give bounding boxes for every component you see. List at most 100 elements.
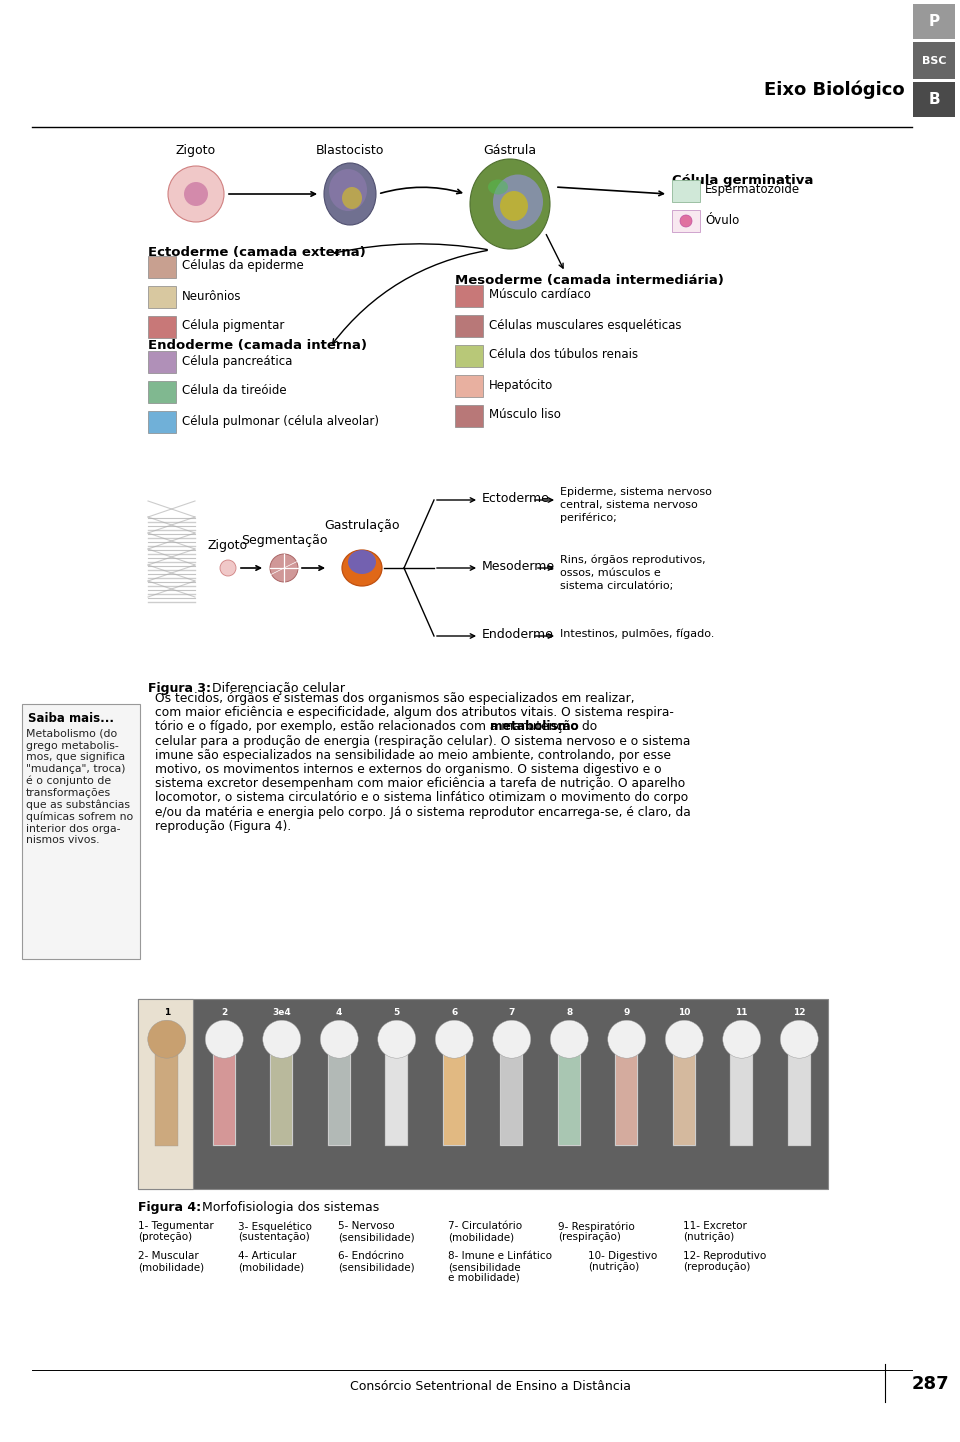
Bar: [455, 314, 483, 337]
Bar: [455, 375, 483, 397]
Circle shape: [263, 1019, 300, 1058]
Text: Célula dos túbulos renais: Célula dos túbulos renais: [489, 349, 638, 362]
Circle shape: [723, 1019, 760, 1058]
Text: 1- Tegumentar: 1- Tegumentar: [138, 1221, 214, 1231]
Text: 5: 5: [394, 1008, 400, 1017]
Bar: [22, 704, 140, 959]
Ellipse shape: [493, 174, 543, 229]
Text: Célula pancreática: Célula pancreática: [182, 355, 293, 368]
Ellipse shape: [329, 169, 367, 211]
Bar: [328, 1053, 350, 1145]
Text: 6- Endócrino: 6- Endócrino: [338, 1252, 404, 1260]
Bar: [558, 1053, 581, 1145]
Text: (nutrição): (nutrição): [588, 1262, 639, 1272]
Bar: [148, 257, 176, 278]
Bar: [455, 286, 483, 307]
Text: tório e o fígado, por exemplo, estão relacionados com a manutenção do: tório e o fígado, por exemplo, estão rel…: [155, 721, 601, 734]
Text: 6: 6: [451, 1008, 457, 1017]
Text: (proteção): (proteção): [138, 1231, 192, 1242]
Bar: [616, 1054, 637, 1145]
Bar: [788, 1053, 810, 1145]
Bar: [673, 1053, 696, 1145]
Text: 9: 9: [624, 1008, 630, 1017]
Text: Ectoderme: Ectoderme: [482, 492, 550, 505]
Text: (respiração): (respiração): [558, 1231, 621, 1242]
Bar: [789, 1054, 809, 1145]
Text: sistema circulatório;: sistema circulatório;: [560, 581, 673, 591]
Text: Diferenciação celular: Diferenciação celular: [208, 682, 345, 695]
Circle shape: [205, 1019, 243, 1058]
Bar: [272, 1054, 292, 1145]
Text: 7: 7: [509, 1008, 515, 1017]
Bar: [138, 999, 193, 1190]
Text: 11- Excretor: 11- Excretor: [683, 1221, 747, 1231]
Bar: [501, 1054, 522, 1145]
Circle shape: [148, 1019, 185, 1058]
Text: 10: 10: [678, 1008, 690, 1017]
Text: (reprodução): (reprodução): [683, 1262, 751, 1272]
Bar: [148, 286, 176, 309]
Text: 3- Esquelético: 3- Esquelético: [238, 1221, 312, 1231]
Text: (mobilidade): (mobilidade): [448, 1231, 515, 1242]
Text: e/ou da matéria e energia pelo corpo. Já o sistema reprodutor encarrega-se, é cl: e/ou da matéria e energia pelo corpo. Já…: [155, 806, 691, 819]
Bar: [444, 1054, 465, 1145]
Bar: [500, 1053, 523, 1145]
Circle shape: [270, 554, 298, 583]
Circle shape: [184, 182, 208, 206]
Bar: [674, 1054, 695, 1145]
Bar: [913, 42, 955, 79]
Text: Músculo liso: Músculo liso: [489, 408, 561, 421]
Text: 7- Circulatório: 7- Circulatório: [448, 1221, 522, 1231]
Circle shape: [168, 166, 224, 222]
Ellipse shape: [488, 179, 508, 195]
Text: Metabolismo (do
grego metabolis-
mos, que significa
"mudança", troca)
é o conjun: Metabolismo (do grego metabolis- mos, qu…: [26, 730, 133, 845]
Bar: [213, 1053, 235, 1145]
Text: 11: 11: [735, 1008, 748, 1017]
Text: 12: 12: [793, 1008, 805, 1017]
Bar: [615, 1053, 638, 1145]
Bar: [913, 4, 955, 39]
Text: BSC: BSC: [922, 55, 947, 65]
Bar: [214, 1054, 234, 1145]
Text: 287: 287: [911, 1376, 948, 1393]
Circle shape: [680, 215, 692, 226]
Bar: [455, 405, 483, 427]
Text: 2: 2: [221, 1008, 228, 1017]
Circle shape: [492, 1019, 531, 1058]
Text: Endoderme: Endoderme: [482, 627, 554, 640]
Bar: [156, 1053, 179, 1145]
Bar: [443, 1053, 466, 1145]
Text: imune são especializados na sensibilidade ao meio ambiente, controlando, por ess: imune são especializados na sensibilidad…: [155, 748, 671, 761]
Text: motivo, os movimentos internos e externos do organismo. O sistema digestivo e o: motivo, os movimentos internos e externo…: [155, 763, 661, 776]
Text: 5- Nervoso: 5- Nervoso: [338, 1221, 395, 1231]
Circle shape: [665, 1019, 704, 1058]
Bar: [138, 999, 828, 1190]
Text: (sustentação): (sustentação): [238, 1231, 310, 1242]
Text: 2- Muscular: 2- Muscular: [138, 1252, 199, 1260]
Text: metabolismo: metabolismo: [490, 721, 578, 734]
Text: Figura 3:: Figura 3:: [148, 682, 211, 695]
Bar: [148, 381, 176, 402]
Text: Saiba mais...: Saiba mais...: [28, 712, 114, 725]
Ellipse shape: [342, 549, 382, 585]
Text: 4- Articular: 4- Articular: [238, 1252, 297, 1260]
Text: sistema excretor desempenham com maior eficiência a tarefa de nutrição. O aparel: sistema excretor desempenham com maior e…: [155, 777, 685, 790]
Text: Morfofisiologia dos sistemas: Morfofisiologia dos sistemas: [198, 1201, 379, 1214]
Text: Músculo cardíaco: Músculo cardíaco: [489, 288, 590, 301]
Bar: [329, 1054, 349, 1145]
Text: Blastocisto: Blastocisto: [316, 144, 384, 157]
Text: periférico;: periférico;: [560, 513, 616, 523]
Text: Mesoderme (camada intermediária): Mesoderme (camada intermediária): [455, 274, 724, 287]
Text: (mobilidade): (mobilidade): [138, 1262, 204, 1272]
Text: 8: 8: [566, 1008, 572, 1017]
Bar: [148, 350, 176, 373]
Text: (nutrição): (nutrição): [683, 1231, 734, 1242]
Text: B: B: [928, 92, 940, 107]
Text: Gastrulação: Gastrulação: [324, 519, 399, 532]
Text: Neurônios: Neurônios: [182, 290, 242, 303]
Bar: [148, 411, 176, 433]
Text: (sensibilidade): (sensibilidade): [338, 1262, 415, 1272]
Circle shape: [780, 1019, 818, 1058]
Text: central, sistema nervoso: central, sistema nervoso: [560, 500, 698, 510]
Text: Mesoderme: Mesoderme: [482, 559, 555, 572]
